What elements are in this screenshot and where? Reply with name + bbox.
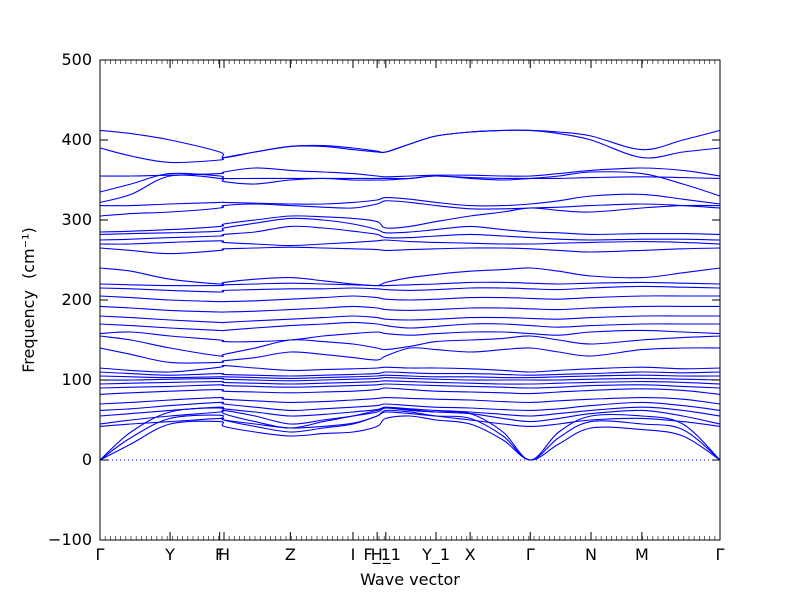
- x-axis-ticks: Γ Y FH Z I F_1H_1 Y_1 X Γ N M Γ: [96, 60, 725, 565]
- band-line: [99, 217, 721, 235]
- band-line: [99, 407, 721, 425]
- band-line: [99, 374, 721, 379]
- y-tick-label: −100: [48, 530, 92, 549]
- x-tick-label: N: [585, 545, 597, 564]
- band-line: [99, 239, 721, 247]
- band-line: [99, 329, 721, 343]
- band-line: [99, 172, 721, 193]
- x-tick-label: H_1: [371, 545, 401, 565]
- band-line: [99, 377, 721, 382]
- band-line: [99, 335, 721, 357]
- y-tick-label: 200: [61, 290, 92, 309]
- y-tick-label: 0: [82, 450, 92, 469]
- band-line: [99, 380, 721, 385]
- band-line: [99, 401, 721, 411]
- band-line: [99, 204, 721, 233]
- band-lines: [99, 129, 721, 461]
- band-line: [99, 415, 721, 461]
- band-line: [99, 285, 721, 293]
- y-axis-label-text: Frequency: [19, 290, 38, 373]
- band-line: [99, 411, 721, 461]
- band-line: [99, 383, 721, 389]
- x-tick-label: Z: [285, 545, 296, 564]
- y-axis-label-unit: (cm⁻¹): [19, 227, 38, 279]
- band-line: [99, 171, 721, 203]
- band-line: [99, 295, 720, 303]
- band-line: [99, 129, 721, 159]
- y-axis-label: Frequency (cm⁻¹): [19, 227, 38, 372]
- x-tick-label: Γ: [716, 545, 725, 564]
- x-tick-label: F: [215, 545, 224, 564]
- band-line: [99, 225, 721, 241]
- band-line: [99, 371, 721, 377]
- band-line: [99, 387, 721, 395]
- band-line: [99, 305, 720, 313]
- x-tick-label: X: [465, 545, 476, 564]
- band-line: [99, 281, 721, 287]
- y-tick-label: 500: [61, 50, 92, 69]
- band-line: [99, 347, 721, 364]
- y-tick-label: 300: [61, 210, 92, 229]
- x-tick-label: Y_1: [421, 545, 450, 565]
- x-tick-label: M: [635, 545, 649, 564]
- x-tick-label: I: [351, 545, 356, 564]
- x-tick-label: F_1: [363, 545, 390, 565]
- x-tick-label: Y: [164, 545, 175, 564]
- x-tick-label: Γ: [96, 545, 105, 564]
- x-tick-label: Γ: [526, 545, 535, 564]
- band-line: [99, 409, 721, 429]
- band-line: [99, 167, 721, 178]
- band-line: [99, 321, 720, 332]
- band-line: [99, 200, 721, 217]
- plot-frame: [99, 59, 721, 541]
- x-tick-label: H: [218, 545, 230, 564]
- y-axis-ticks: −100 0 100 200 300 400 500: [48, 50, 720, 549]
- band-line: [99, 246, 721, 255]
- band-line: [99, 267, 721, 287]
- x-axis-label: Wave vector: [360, 570, 460, 589]
- band-line: [99, 406, 721, 417]
- y-tick-label: 100: [61, 370, 92, 389]
- y-tick-label: 400: [61, 130, 92, 149]
- band-line: [99, 397, 721, 405]
- band-line: [99, 193, 721, 207]
- band-line: [99, 315, 720, 324]
- band-line: [99, 365, 721, 373]
